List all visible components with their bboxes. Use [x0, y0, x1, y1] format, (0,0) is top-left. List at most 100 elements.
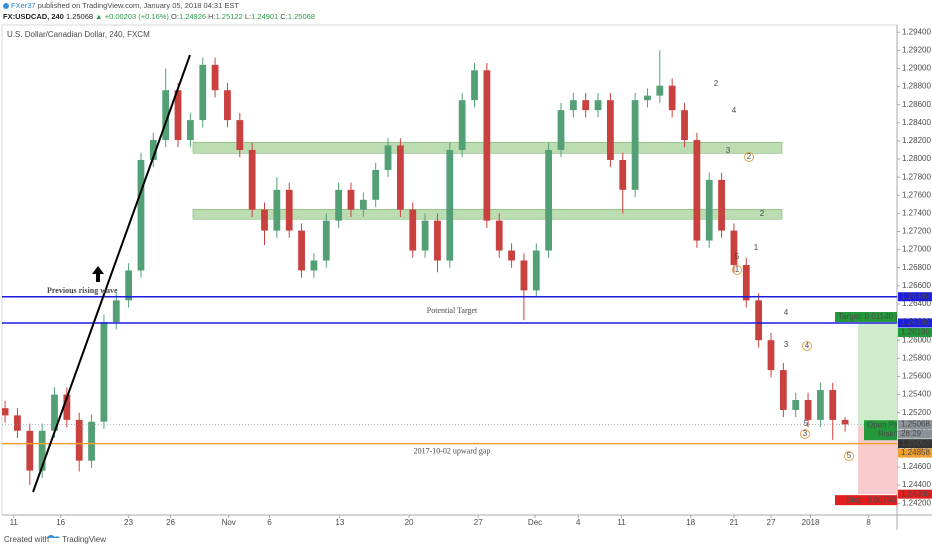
- candle-body: [322, 220, 330, 261]
- target-area: [858, 322, 897, 427]
- candle-body: [792, 399, 800, 410]
- candle-body: [186, 120, 194, 141]
- wave-label: 2: [747, 152, 752, 161]
- y-tick-label: 1.27000: [902, 245, 931, 254]
- position-label: Stop: 0.00750 (0: [835, 495, 906, 506]
- y-tick-label: 1.27600: [902, 190, 931, 199]
- wave-label: 2: [714, 79, 719, 88]
- target-text: Target: 0.01140 (0: [838, 312, 903, 321]
- candle-body: [137, 159, 145, 271]
- candle-body: [359, 199, 367, 210]
- position-label-box: [835, 311, 897, 322]
- y-tick-label: 1.27400: [902, 209, 931, 218]
- x-tick-label: 26: [166, 518, 175, 527]
- y-tick-label: 1.28400: [902, 118, 931, 127]
- avatar: [3, 3, 9, 9]
- candle-body: [471, 70, 478, 101]
- candle-body: [149, 140, 157, 160]
- candle-body: [248, 149, 256, 210]
- candle-body: [508, 250, 515, 261]
- candle-body: [26, 430, 34, 471]
- wave-label: 3: [784, 340, 789, 349]
- candle-body: [532, 250, 540, 291]
- x-tick-label: 6: [267, 518, 272, 527]
- position-label: Target: 0.01140 (0: [835, 311, 903, 322]
- candle-body: [421, 220, 429, 251]
- y-tick-label: 1.29000: [902, 64, 931, 73]
- wave-label: 5: [804, 419, 809, 428]
- l-key: L:: [245, 12, 251, 21]
- price-tag-text: 28:29: [901, 429, 922, 438]
- candle-body: [755, 300, 763, 341]
- price-tag: [898, 429, 932, 439]
- candle-body: [174, 90, 182, 141]
- candle-body: [112, 300, 120, 323]
- candle-body: [520, 260, 528, 291]
- pnl-text: Open P&L: [867, 420, 904, 429]
- y-tick-label: 1.24400: [902, 480, 931, 489]
- wave-circle: [732, 265, 742, 275]
- candle-body: [545, 149, 553, 251]
- wave-label: 5: [735, 252, 740, 261]
- x-tick-label: 4: [576, 518, 581, 527]
- candle-body: [51, 394, 58, 431]
- x-tick-label: 2018: [802, 518, 820, 527]
- candle-body: [817, 390, 824, 420]
- change-arrow: ▲: [95, 12, 102, 21]
- price-tag: [898, 420, 932, 430]
- wave-annotation: Previous rising wave: [47, 286, 118, 295]
- candle-body: [347, 189, 355, 210]
- l-value: 1.24901: [251, 12, 278, 21]
- o-value: 1.24926: [179, 12, 206, 21]
- target-annotation: Potential Target: [427, 306, 478, 315]
- price-tag-text: 1.25068: [901, 420, 930, 429]
- symbol: FX:USDCAD, 240: [3, 12, 64, 21]
- price-tag-text: 1.26190: [901, 328, 930, 337]
- candle-body: [631, 100, 639, 190]
- c-value: 1.25068: [288, 12, 315, 21]
- drawings: [32, 54, 191, 493]
- candle-body: [730, 230, 738, 266]
- x-tick-label: 23: [124, 518, 133, 527]
- x-tick-label: 18: [686, 518, 695, 527]
- candle-body: [335, 189, 343, 221]
- h-key: H:: [208, 12, 216, 21]
- stop-text: Stop: 0.00750 (0: [846, 495, 906, 504]
- x-tick-label: 16: [56, 518, 65, 527]
- candle-body: [384, 145, 392, 170]
- candle-body: [285, 189, 293, 231]
- x-tick-label: 13: [335, 518, 344, 527]
- y-tick-label: 1.28800: [902, 82, 931, 91]
- candle-body: [409, 209, 417, 251]
- candle-body: [841, 419, 849, 425]
- candle-body: [681, 110, 688, 141]
- y-tick-label: 1.27200: [902, 227, 931, 236]
- x-tick-label: 8: [866, 518, 871, 527]
- candle-body: [310, 260, 318, 271]
- arrow-up: [92, 266, 104, 282]
- candle-body: [38, 430, 46, 471]
- wave-label: 4: [732, 106, 737, 115]
- level-text: 2017-10-02 upward gap: [414, 446, 491, 455]
- candle-body: [372, 169, 380, 200]
- y-tick-label: 1.27800: [902, 172, 931, 181]
- c-key: C:: [280, 12, 288, 21]
- wave-label: 4: [784, 308, 789, 317]
- candle-body: [236, 120, 244, 150]
- candle-body: [742, 265, 750, 301]
- candle-body: [199, 64, 207, 121]
- wave-circle: [844, 451, 854, 461]
- candle-body: [273, 189, 281, 231]
- price-tag-text: 1.26480: [901, 292, 930, 301]
- candle-body: [458, 100, 466, 150]
- candle-body: [2, 408, 9, 416]
- header-line: FXer37 published on TradingView.com, Jan…: [11, 1, 239, 10]
- chart-title: U.S. Dollar/Canadian Dollar, 240, FXCM: [7, 30, 150, 39]
- y-tick-label: 1.24200: [902, 498, 931, 507]
- price-axis: 1.242001.244001.246001.248001.250001.252…: [897, 27, 931, 507]
- o-key: O:: [171, 12, 179, 21]
- wave-label: 3: [803, 429, 808, 438]
